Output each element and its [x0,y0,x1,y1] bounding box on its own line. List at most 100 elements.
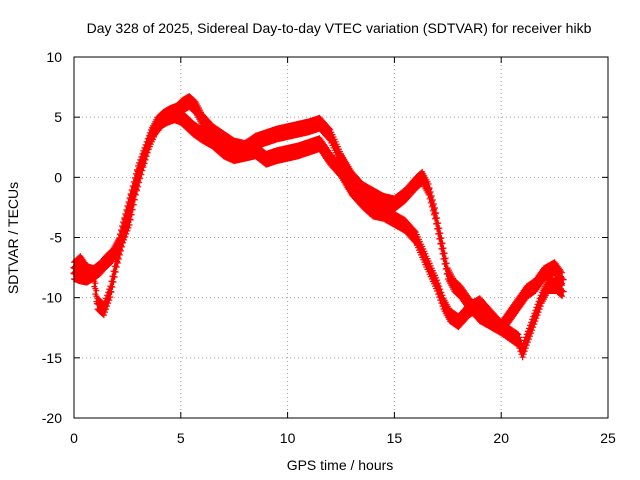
data-point [540,270,548,278]
y-tick-label: -10 [42,290,62,306]
y-axis-label: SDTVAR / TECUs [5,182,21,294]
x-tick-label: 25 [600,430,616,446]
data-point [514,336,522,344]
data-point [425,185,433,193]
data-point [337,167,345,175]
x-axis-label: GPS time / hours [287,457,394,473]
chart-title: Day 328 of 2025, Sidereal Day-to-day VTE… [87,20,592,36]
data-point [177,113,185,121]
data-point [337,155,345,163]
data-point [284,149,292,157]
data-point [89,270,97,278]
data-point [190,125,198,133]
data-point [294,147,302,155]
data-point [559,276,567,284]
data-point [412,234,420,241]
data-point [326,155,334,163]
x-tick-label: 10 [280,430,296,446]
data-point [450,282,458,290]
data-point [476,312,484,320]
data-point [465,306,473,314]
data-point [262,155,270,163]
y-tick-label: 0 [54,169,62,185]
y-tick-label: -5 [50,230,63,246]
data-point [284,128,292,136]
data-point [262,134,270,142]
y-tick-label: 10 [46,49,62,65]
data-point [457,288,465,296]
data-point [252,147,260,155]
data-point [241,149,249,157]
data-point [164,113,172,121]
data-point [145,140,153,148]
data-point [454,318,462,326]
data-point [113,258,121,266]
data-point [108,252,116,260]
data-point [476,300,484,308]
data-point [551,264,559,272]
data-point [151,125,159,133]
data-point [106,288,114,296]
data-point [358,197,366,205]
data-point [444,270,452,278]
data-point [390,200,398,208]
data-point [230,152,238,160]
data-point [553,282,561,290]
data-point [446,312,454,320]
data-point [192,104,200,112]
data-point [506,330,514,338]
x-tick-label: 15 [387,430,403,446]
axis-ticks [73,56,609,419]
data-point [348,185,356,193]
data-point [487,312,495,320]
data-point [412,179,420,187]
data-point [506,312,514,320]
data-point [170,111,178,119]
data-point [158,117,166,125]
data-point [100,306,108,314]
data-point [358,185,366,193]
data-point [519,348,527,356]
data-point [220,135,228,143]
data-point [531,312,539,320]
data-point [96,265,104,273]
data-point [538,294,546,302]
data-point [433,282,441,290]
data-points [70,93,567,361]
data-point [316,119,324,127]
data-point [422,258,430,266]
data-point [198,131,206,139]
data-point [132,185,140,193]
data-point [126,215,134,223]
data-point [390,215,398,223]
data-point [294,125,302,133]
data-point [437,240,445,248]
data-point [102,258,110,266]
data-point [273,130,281,138]
series-1 [70,93,567,337]
data-point [431,209,439,217]
x-tick-label: 0 [70,430,78,446]
y-tick-label: -15 [42,350,62,366]
x-tick-label: 5 [177,430,185,446]
data-point [523,288,531,296]
data-point [273,152,281,160]
data-point [305,123,313,131]
data-point [76,272,84,280]
data-point [380,209,388,217]
data-point [305,143,313,151]
data-point [497,324,505,332]
y-tick-label: -20 [42,410,62,426]
data-point [531,282,539,290]
data-point [209,137,217,145]
data-point [138,161,146,169]
data-point [380,197,388,205]
data-point [369,191,377,199]
data-point [525,330,533,338]
series-2 [70,106,567,361]
data-point [183,119,191,127]
x-tick-label: 20 [493,430,509,446]
y-tick-labels: -20 -15 -10 -5 0 5 10 [42,49,62,426]
data-point [418,173,426,181]
